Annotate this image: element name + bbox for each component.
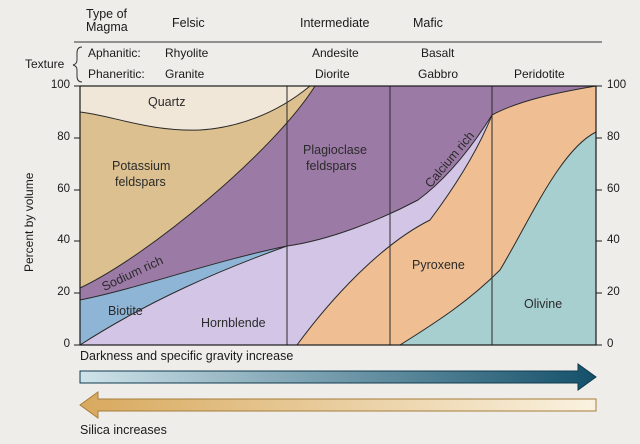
potassium-feldspars-label-line2: feldspars xyxy=(115,175,166,189)
phaneritic-label: Phaneritic: xyxy=(88,67,145,81)
texture-label: Texture xyxy=(25,57,65,71)
tick-left-60: 60 xyxy=(57,183,70,195)
y-axis-label: Percent by volume xyxy=(22,172,36,272)
tick-left-100: 100 xyxy=(50,79,70,91)
tick-right-100: 100 xyxy=(607,79,627,91)
plot-frame xyxy=(79,85,597,346)
mafic-header: Mafic xyxy=(413,16,443,30)
silica-caption: Silica increases xyxy=(80,423,167,437)
biotite-label: Biotite xyxy=(108,304,143,318)
tick-left-80: 80 xyxy=(57,131,70,143)
peridotite-label: Peridotite xyxy=(514,67,565,81)
feldspar-region xyxy=(80,86,596,300)
type-of-magma-label-line2: Magma xyxy=(86,20,128,34)
plagioclase-feldspars-label-line1: Plagioclase xyxy=(303,143,367,157)
quartz-region xyxy=(80,86,310,131)
pyroxene-region xyxy=(297,86,596,345)
tick-right-40: 40 xyxy=(607,234,620,246)
basalt-label: Basalt xyxy=(421,46,455,60)
andesite-label: Andesite xyxy=(312,46,359,60)
gabbro-label: Gabbro xyxy=(418,67,459,81)
pyroxene-label: Pyroxene xyxy=(412,258,465,272)
plagioclase-feldspars-label-line2: feldspars xyxy=(306,159,357,173)
rhyolite-label: Rhyolite xyxy=(165,46,209,60)
olivine-label: Olivine xyxy=(524,297,563,311)
aphanitic-label: Aphanitic: xyxy=(88,46,141,60)
granite-label: Granite xyxy=(165,67,205,81)
felsic-header: Felsic xyxy=(172,16,205,30)
tick-left-40: 40 xyxy=(57,234,70,246)
biotite-region xyxy=(80,246,287,345)
intermediate-header: Intermediate xyxy=(300,16,370,30)
darkness-caption: Darkness and specific gravity increase xyxy=(80,349,294,363)
tick-right-20: 20 xyxy=(607,286,620,298)
silica-arrow xyxy=(79,391,597,419)
diorite-label: Diorite xyxy=(315,67,350,81)
hornblende-label: Hornblende xyxy=(201,316,266,330)
tick-right-60: 60 xyxy=(607,183,620,195)
hornblende-region xyxy=(80,115,492,345)
texture-brace xyxy=(72,46,83,83)
quartz-label: Quartz xyxy=(148,95,186,109)
potassium-feldspars-label-line1: Potassium xyxy=(112,159,171,173)
tick-left-20: 20 xyxy=(57,286,70,298)
tick-left-0: 0 xyxy=(63,338,70,350)
darkness-arrow xyxy=(79,363,597,391)
tick-right-0: 0 xyxy=(607,338,614,350)
type-of-magma-label-line1: Type of xyxy=(86,7,127,21)
potassium-feldspar-region xyxy=(80,86,315,288)
tick-right-80: 80 xyxy=(607,131,620,143)
olivine-region xyxy=(400,132,596,345)
